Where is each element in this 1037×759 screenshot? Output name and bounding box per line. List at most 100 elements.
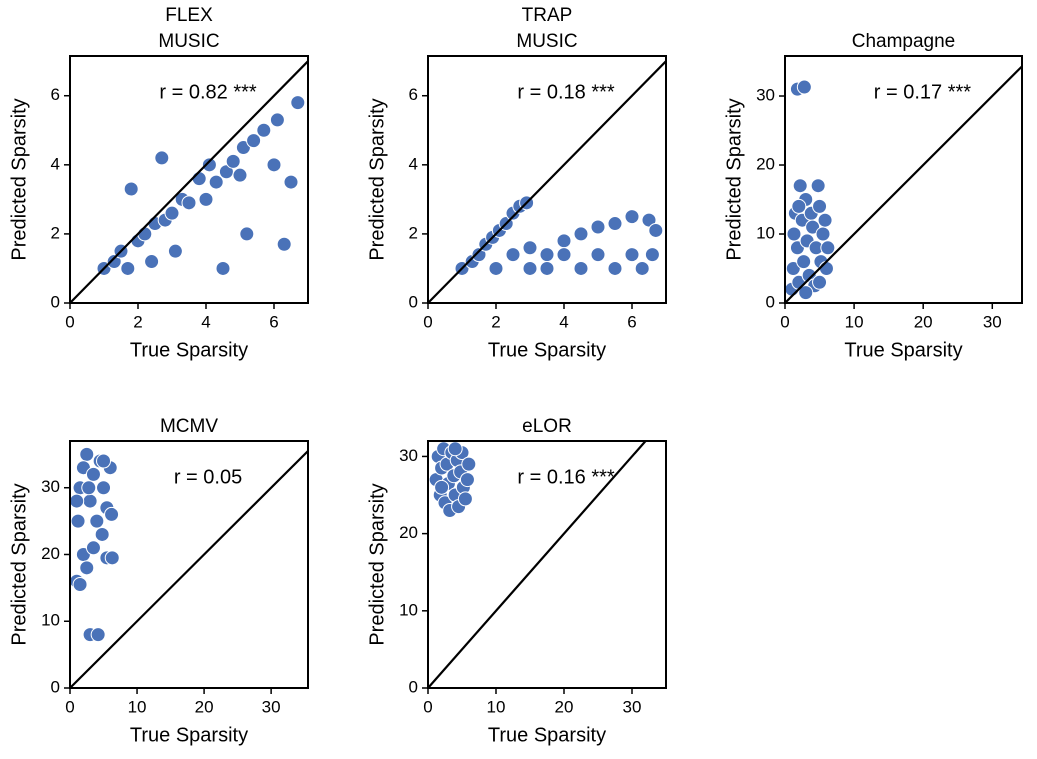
point: [796, 79, 812, 95]
point: [208, 174, 224, 190]
point: [539, 260, 555, 276]
point: [522, 240, 538, 256]
point: [607, 260, 623, 276]
point: [457, 491, 473, 507]
x-tick-label: 4: [559, 312, 568, 331]
point: [96, 453, 112, 469]
point: [120, 260, 136, 276]
panel: MCMV 0 10 20 30 0 10 20 30 True Sparsity Predicted…: [8, 416, 309, 746]
point: [812, 198, 828, 214]
x-axis-label: True Sparsity: [488, 724, 606, 746]
point: [810, 178, 826, 194]
point: [290, 95, 306, 111]
y-tick-label: 4: [409, 154, 418, 173]
x-tick-label: 30: [623, 697, 642, 716]
panel-title: MUSIC: [158, 31, 219, 52]
y-tick-label: 10: [756, 223, 775, 242]
x-axis-label: True Sparsity: [844, 339, 962, 361]
point: [556, 233, 572, 249]
annotation: r = 0.18 ***: [517, 81, 615, 103]
point: [434, 479, 450, 495]
x-tick-label: 6: [627, 312, 636, 331]
point: [167, 243, 183, 259]
axes-frame: [427, 55, 667, 304]
identity-line: [784, 65, 1023, 304]
point: [805, 219, 821, 235]
point: [191, 171, 207, 187]
point: [505, 247, 521, 263]
y-tick-label: 20: [41, 544, 60, 563]
point: [85, 540, 101, 556]
point: [447, 441, 463, 457]
y-tick-label: 30: [399, 446, 418, 465]
point: [201, 157, 217, 173]
point: [82, 493, 98, 509]
point: [154, 150, 170, 166]
y-axis-label: Predicted Sparsity: [366, 483, 388, 645]
panel-title: FLEX: [165, 5, 213, 26]
point: [624, 209, 640, 225]
point: [81, 480, 97, 496]
panel: TRAP MUSIC 0 2 4 6 0 2 4 6 True Sparsity Predicted …: [366, 5, 667, 361]
point: [522, 260, 538, 276]
x-axis-label: True Sparsity: [130, 724, 248, 746]
axes-frame: [427, 440, 667, 689]
x-tick-label: 30: [983, 312, 1002, 331]
point: [239, 226, 255, 242]
point: [796, 254, 812, 270]
point: [72, 577, 88, 593]
point: [817, 212, 833, 228]
x-tick-label: 2: [133, 312, 142, 331]
y-tick-label: 20: [756, 154, 775, 173]
point: [90, 627, 106, 643]
x-tick-label: 0: [65, 697, 74, 716]
point: [104, 506, 120, 522]
point: [69, 493, 85, 509]
point: [607, 216, 623, 232]
point: [256, 122, 272, 138]
point: [215, 260, 231, 276]
point: [198, 191, 214, 207]
point: [471, 247, 487, 263]
identity-line: [69, 60, 309, 304]
point: [235, 140, 251, 156]
x-tick-label: 2: [491, 312, 500, 331]
point: [624, 247, 640, 263]
point: [556, 247, 572, 263]
x-tick-label: 0: [780, 312, 789, 331]
point: [123, 181, 139, 197]
x-tick-label: 10: [128, 697, 147, 716]
panel: eLOR 0 10 20 30 0 10 20 30 True Sparsity Predicted…: [366, 416, 667, 746]
point: [96, 480, 112, 496]
point: [459, 472, 475, 488]
point: [641, 212, 657, 228]
point: [144, 254, 160, 270]
point: [79, 560, 95, 576]
y-tick-label: 4: [51, 154, 60, 173]
point: [232, 167, 248, 183]
x-tick-label: 10: [845, 312, 864, 331]
point: [648, 222, 664, 238]
x-tick-label: 20: [195, 697, 214, 716]
x-axis-label: True Sparsity: [488, 339, 606, 361]
x-tick-label: 30: [262, 697, 281, 716]
x-tick-label: 20: [555, 697, 574, 716]
point: [786, 226, 802, 242]
point: [590, 247, 606, 263]
identity-line: [427, 60, 667, 304]
point: [266, 157, 282, 173]
point: [792, 178, 808, 194]
y-tick-label: 10: [399, 600, 418, 619]
y-tick-label: 0: [51, 292, 60, 311]
identity-line: [69, 450, 309, 689]
y-tick-label: 6: [409, 85, 418, 104]
annotation: r = 0.16 ***: [517, 466, 615, 488]
y-axis-label: Predicted Sparsity: [8, 98, 30, 260]
identity-line: [427, 440, 647, 689]
point: [164, 205, 180, 221]
y-tick-label: 10: [41, 611, 60, 630]
point: [644, 247, 660, 263]
y-tick-label: 20: [399, 523, 418, 542]
axes-frame: [69, 55, 309, 304]
point: [104, 550, 120, 566]
